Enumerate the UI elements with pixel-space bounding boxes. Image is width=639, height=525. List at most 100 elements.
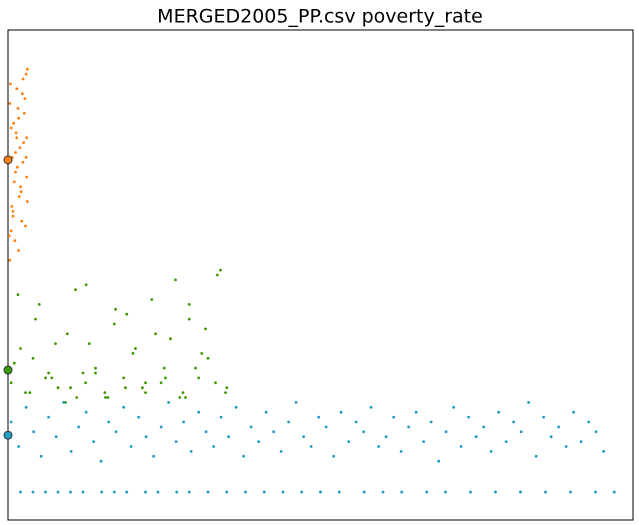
point — [534, 454, 538, 458]
point — [9, 126, 13, 130]
point — [572, 410, 576, 414]
point — [75, 396, 79, 399]
point — [225, 386, 229, 390]
point — [407, 425, 411, 429]
point — [164, 376, 167, 380]
point — [54, 342, 57, 345]
point — [189, 450, 193, 453]
point — [425, 490, 429, 494]
point — [56, 490, 60, 494]
point — [302, 435, 306, 439]
highlight-point — [3, 430, 13, 440]
point — [542, 415, 546, 419]
point — [152, 454, 156, 458]
point — [184, 396, 187, 399]
point — [332, 454, 336, 458]
point — [392, 415, 396, 419]
point — [200, 352, 204, 355]
point — [92, 440, 96, 443]
point — [144, 490, 147, 494]
point — [24, 405, 28, 409]
point — [354, 420, 358, 424]
point — [225, 490, 229, 494]
point — [7, 234, 11, 238]
point — [65, 332, 69, 336]
point — [377, 445, 381, 448]
point — [112, 490, 116, 494]
point — [44, 376, 47, 380]
point — [512, 420, 516, 424]
point — [362, 430, 366, 434]
point — [25, 67, 29, 71]
point — [249, 425, 253, 429]
point — [324, 425, 328, 429]
point — [25, 200, 29, 203]
point — [122, 376, 126, 380]
point — [9, 381, 13, 385]
point — [281, 490, 285, 494]
point — [469, 490, 472, 494]
point — [150, 298, 154, 301]
point — [106, 396, 110, 399]
chart-title: MERGED2005_PP.csv poverty_rate — [157, 6, 483, 28]
point — [24, 224, 27, 228]
point — [69, 450, 73, 453]
point — [194, 366, 197, 370]
point — [131, 352, 135, 355]
point — [31, 490, 35, 494]
point — [494, 490, 497, 494]
point — [11, 214, 15, 218]
point — [140, 386, 144, 390]
point — [262, 490, 266, 494]
point — [11, 209, 15, 213]
point — [94, 371, 97, 375]
point — [84, 381, 87, 385]
point — [444, 490, 447, 494]
point — [8, 258, 12, 262]
point — [400, 490, 404, 494]
point — [84, 410, 88, 414]
point — [112, 322, 116, 326]
point — [100, 490, 104, 494]
point — [134, 347, 137, 350]
point — [17, 195, 21, 199]
point — [16, 293, 20, 296]
point — [414, 410, 418, 414]
point — [125, 490, 129, 494]
point — [144, 381, 147, 385]
point — [25, 175, 29, 179]
point — [159, 425, 163, 429]
point — [429, 420, 433, 424]
point — [39, 454, 43, 458]
point — [122, 405, 126, 409]
point — [594, 490, 597, 494]
point — [125, 312, 129, 316]
point — [50, 376, 54, 380]
point — [22, 111, 26, 115]
point — [81, 371, 85, 375]
point — [124, 386, 127, 390]
point — [206, 356, 210, 360]
point — [234, 405, 238, 409]
point — [103, 391, 107, 394]
point — [219, 415, 223, 419]
point — [9, 420, 13, 424]
point — [24, 72, 28, 76]
point — [452, 405, 456, 409]
point — [107, 420, 111, 424]
point — [381, 490, 385, 494]
point — [12, 180, 16, 184]
point — [497, 410, 501, 414]
point — [24, 156, 28, 159]
point — [257, 440, 261, 443]
point — [16, 107, 20, 110]
point — [187, 317, 191, 321]
point — [544, 490, 547, 494]
point — [8, 102, 12, 105]
point — [169, 337, 172, 341]
point — [317, 415, 321, 419]
point — [28, 391, 32, 394]
point — [167, 401, 171, 404]
point — [264, 410, 268, 414]
point — [204, 430, 208, 434]
